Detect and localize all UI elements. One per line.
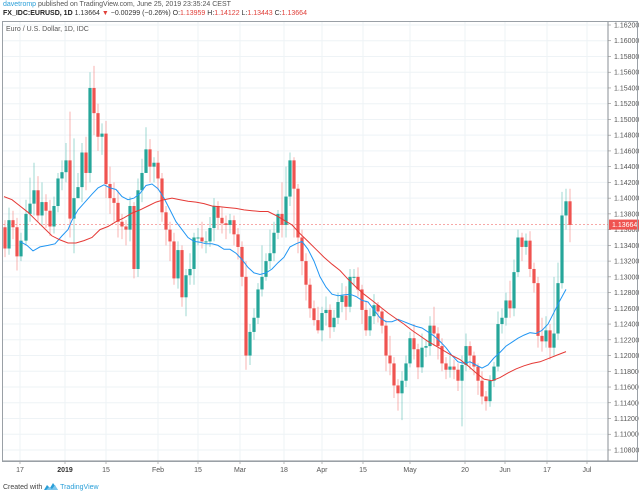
y-axis-label: 1.14600 (614, 148, 639, 155)
close-label: C: (274, 10, 282, 17)
x-axis-label: Mar (234, 467, 247, 474)
x-axis-label: 17 (16, 467, 24, 474)
y-axis-label: 1.15200 (614, 101, 639, 108)
y-axis-label: 1.12000 (614, 353, 639, 360)
down-arrow-icon: ▼ (101, 10, 109, 17)
last-price-tag (609, 219, 639, 230)
close-value: 1.13664 (281, 10, 307, 17)
x-axis-label: Feb (152, 467, 164, 474)
y-axis-label: 1.14200 (614, 180, 639, 187)
y-axis-label: 1.14000 (614, 196, 639, 203)
last-price: 1.13664 (74, 10, 100, 17)
y-axis-label: 1.11400 (614, 400, 639, 407)
y-axis-label: 1.13200 (614, 259, 639, 266)
y-axis-label: 1.16000 (614, 38, 639, 45)
y-axis-label: 1.13000 (614, 274, 639, 281)
footer-prefix: Created with (3, 484, 43, 491)
published-text: published on TradingView.com, June 25, 2… (38, 1, 231, 8)
footer: Created with TradingView (3, 481, 99, 491)
ma-fast-line (19, 183, 567, 369)
y-axis-label: 1.13600 (614, 227, 639, 234)
x-axis-label: 20 (461, 467, 469, 474)
x-axis-label: 17 (543, 467, 551, 474)
y-axis-label: 1.11600 (614, 385, 639, 392)
chart-frame (2, 21, 638, 462)
last-price-tag-label: 1.13664 (612, 222, 637, 229)
open-value: 1.13959 (180, 10, 206, 17)
author-link[interactable]: davetromp (3, 1, 37, 8)
symbol: FX_IDC:EURUSD, 1D (3, 10, 73, 17)
x-axis-label: 15 (102, 467, 110, 474)
y-axis-label: 1.14400 (614, 164, 639, 171)
y-axis-label: 1.12400 (614, 322, 639, 329)
y-axis-label: 1.10800 (614, 447, 639, 454)
x-axis-label: Apr (317, 467, 329, 474)
y-axis-label: 1.12800 (614, 290, 639, 297)
x-axis-label: 18 (280, 467, 288, 474)
y-axis-label: 1.13400 (614, 243, 639, 250)
x-axis-label: 15 (194, 467, 202, 474)
price-change: −0.00299 (−0.26%) (110, 10, 171, 17)
high-value: 1.14122 (214, 10, 240, 17)
low-label: L: (241, 10, 248, 17)
x-axis-label: Jul (583, 467, 592, 474)
low-value: 1.13443 (247, 10, 273, 17)
y-axis-label: 1.15600 (614, 70, 639, 77)
y-axis-label: 1.13800 (614, 211, 639, 218)
x-axis-label: 2019 (57, 467, 73, 474)
y-axis-label: 1.16200 (614, 23, 639, 30)
y-axis-label: 1.12600 (614, 306, 639, 313)
publish-line: davetromp published on TradingView.com, … (3, 1, 231, 8)
y-axis-label: 1.15400 (614, 85, 639, 92)
y-axis-label: 1.14800 (614, 133, 639, 140)
x-axis-label: May (403, 467, 417, 474)
tradingview-logo-icon (44, 483, 59, 490)
y-axis-label: 1.15000 (614, 117, 639, 124)
y-axis-label: 1.15800 (614, 54, 639, 61)
open-label: O: (172, 10, 181, 17)
chart-legend: Euro / U.S. Dollar, 1D, IDC (6, 26, 89, 33)
high-label: H: (207, 10, 215, 17)
y-axis-label: 1.11000 (614, 432, 639, 439)
ma-slow-line (3, 196, 567, 382)
x-axis-label: 15 (359, 467, 367, 474)
footer-brand-link[interactable]: TradingView (60, 484, 99, 491)
y-axis-label: 1.11800 (614, 369, 639, 376)
candles (3, 65, 572, 427)
symbol-line: FX_IDC:EURUSD, 1D 1.13664 ▼ −0.00299 (−0… (3, 10, 307, 17)
x-axis-label: Jun (499, 467, 510, 474)
y-axis-label: 1.11200 (614, 416, 639, 423)
y-axis-label: 1.12200 (614, 337, 639, 344)
